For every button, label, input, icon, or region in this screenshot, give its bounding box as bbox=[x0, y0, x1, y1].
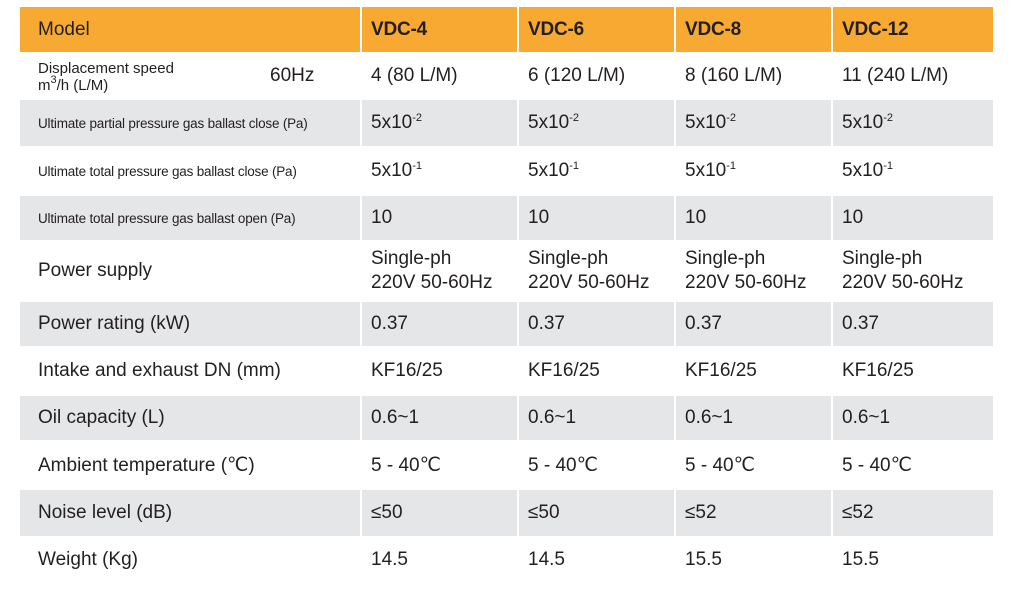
weight-value: 14.5 bbox=[361, 537, 519, 584]
ambient-temperature-value: 5 - 40℃ bbox=[675, 441, 833, 490]
weight-value: 15.5 bbox=[832, 537, 993, 584]
oil-capacity-value: 0.6~1 bbox=[361, 395, 519, 442]
partial-pressure-close-value: 5x10-2 bbox=[675, 99, 833, 148]
oil-capacity-value: 0.6~1 bbox=[675, 395, 833, 442]
noise-level-value: ≤52 bbox=[675, 489, 833, 538]
model-vdc-4: VDC-4 bbox=[361, 7, 519, 54]
noise-level-value: ≤50 bbox=[518, 489, 676, 538]
intake-exhaust-row: Intake and exhaust DN (mm) KF16/25 KF16/… bbox=[20, 347, 993, 396]
power-supply-label: Power supply bbox=[20, 241, 362, 302]
displacement-frequency: 60Hz bbox=[233, 53, 362, 100]
ambient-temperature-label: Ambient temperature (℃) bbox=[20, 441, 362, 490]
intake-exhaust-value: KF16/25 bbox=[675, 347, 833, 396]
partial-pressure-close-value: 5x10-2 bbox=[518, 99, 676, 148]
displacement-unit-rest: /h (L/M) bbox=[56, 77, 109, 94]
total-pressure-close-label: Ultimate total pressure gas ballast clos… bbox=[20, 147, 362, 196]
ambient-temperature-value: 5 - 40℃ bbox=[518, 441, 676, 490]
displacement-value: 4 (80 L/M) bbox=[361, 53, 519, 100]
oil-capacity-value: 0.6~1 bbox=[832, 395, 993, 442]
power-supply-value: Single-ph 220V 50-60Hz bbox=[361, 241, 519, 302]
displacement-row: Displacement speed m3/h (L/M) 60Hz 4 (80… bbox=[20, 53, 993, 100]
ambient-temperature-value: 5 - 40℃ bbox=[832, 441, 993, 490]
ambient-temperature-row: Ambient temperature (℃) 5 - 40℃ 5 - 40℃ … bbox=[20, 441, 993, 490]
weight-label: Weight (Kg) bbox=[20, 537, 362, 584]
partial-pressure-close-value: 5x10-2 bbox=[361, 99, 519, 148]
power-rating-value: 0.37 bbox=[518, 301, 676, 348]
power-rating-label: Power rating (kW) bbox=[20, 301, 362, 348]
model-vdc-12: VDC-12 bbox=[832, 7, 993, 54]
total-pressure-open-value: 10 bbox=[832, 195, 993, 242]
power-supply-row: Power supply Single-ph 220V 50-60Hz Singl… bbox=[20, 241, 993, 302]
total-pressure-open-row: Ultimate total pressure gas ballast open… bbox=[20, 195, 993, 242]
displacement-unit-sup: 3 bbox=[50, 74, 57, 86]
displacement-unit-m: m bbox=[38, 77, 51, 94]
power-rating-value: 0.37 bbox=[832, 301, 993, 348]
power-rating-value: 0.37 bbox=[361, 301, 519, 348]
weight-value: 14.5 bbox=[518, 537, 676, 584]
intake-exhaust-value: KF16/25 bbox=[361, 347, 519, 396]
noise-level-value: ≤52 bbox=[832, 489, 993, 538]
model-vdc-8: VDC-8 bbox=[675, 7, 833, 54]
partial-pressure-close-row: Ultimate partial pressure gas ballast cl… bbox=[20, 99, 993, 148]
noise-level-label: Noise level (dB) bbox=[20, 489, 362, 538]
ambient-temperature-value: 5 - 40℃ bbox=[361, 441, 519, 490]
oil-capacity-row: Oil capacity (L) 0.6~1 0.6~1 0.6~1 0.6~1 bbox=[20, 395, 993, 442]
noise-level-value: ≤50 bbox=[361, 489, 519, 538]
weight-value: 15.5 bbox=[675, 537, 833, 584]
total-pressure-open-value: 10 bbox=[361, 195, 519, 242]
oil-capacity-label: Oil capacity (L) bbox=[20, 395, 362, 442]
power-rating-row: Power rating (kW) 0.37 0.37 0.37 0.37 bbox=[20, 301, 993, 348]
displacement-value: 8 (160 L/M) bbox=[675, 53, 833, 100]
total-pressure-open-value: 10 bbox=[518, 195, 676, 242]
oil-capacity-value: 0.6~1 bbox=[518, 395, 676, 442]
total-pressure-close-value: 5x10-1 bbox=[361, 147, 519, 196]
total-pressure-close-row: Ultimate total pressure gas ballast clos… bbox=[20, 147, 993, 196]
intake-exhaust-value: KF16/25 bbox=[832, 347, 993, 396]
displacement-label: Displacement speed m3/h (L/M) bbox=[20, 53, 234, 100]
weight-row: Weight (Kg) 14.5 14.5 15.5 15.5 bbox=[20, 537, 993, 584]
model-vdc-6: VDC-6 bbox=[518, 7, 676, 54]
displacement-value: 6 (120 L/M) bbox=[518, 53, 676, 100]
total-pressure-close-value: 5x10-1 bbox=[832, 147, 993, 196]
noise-level-row: Noise level (dB) ≤50 ≤50 ≤52 ≤52 bbox=[20, 489, 993, 538]
total-pressure-open-label: Ultimate total pressure gas ballast open… bbox=[20, 195, 362, 242]
model-header-label: Model bbox=[20, 7, 362, 54]
total-pressure-open-value: 10 bbox=[675, 195, 833, 242]
partial-pressure-close-value: 5x10-2 bbox=[832, 99, 993, 148]
partial-pressure-close-label: Ultimate partial pressure gas ballast cl… bbox=[20, 99, 362, 148]
total-pressure-close-value: 5x10-1 bbox=[675, 147, 833, 196]
power-rating-value: 0.37 bbox=[675, 301, 833, 348]
specification-table: Model VDC-4 VDC-6 VDC-8 VDC-12 Displacem… bbox=[20, 7, 993, 584]
power-supply-value: Single-ph 220V 50-60Hz bbox=[675, 241, 833, 302]
header-row: Model VDC-4 VDC-6 VDC-8 VDC-12 bbox=[20, 7, 993, 54]
total-pressure-close-value: 5x10-1 bbox=[518, 147, 676, 196]
displacement-label-line1: Displacement speed bbox=[38, 60, 174, 77]
power-supply-value: Single-ph 220V 50-60Hz bbox=[832, 241, 993, 302]
intake-exhaust-value: KF16/25 bbox=[518, 347, 676, 396]
power-supply-value: Single-ph 220V 50-60Hz bbox=[518, 241, 676, 302]
intake-exhaust-label: Intake and exhaust DN (mm) bbox=[20, 347, 362, 396]
displacement-value: 11 (240 L/M) bbox=[832, 53, 993, 100]
